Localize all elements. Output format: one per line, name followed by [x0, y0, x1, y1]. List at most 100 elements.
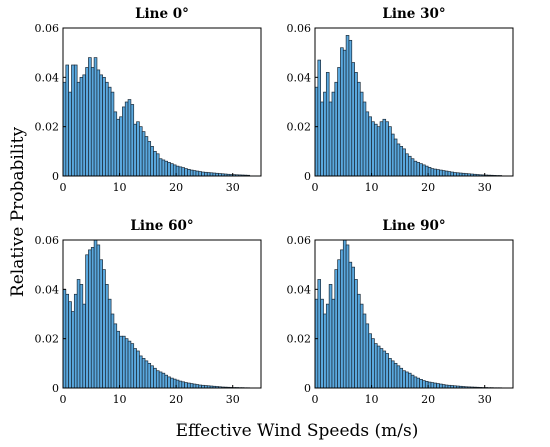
histogram-bar — [201, 171, 205, 177]
histogram-bar — [198, 171, 202, 177]
histogram-bar — [85, 67, 89, 177]
histogram-bar — [68, 301, 72, 389]
histogram-bar — [195, 170, 200, 177]
histogram-bar — [371, 338, 375, 389]
histogram-bar — [441, 170, 446, 177]
histogram-bar — [320, 298, 324, 389]
histogram-bar — [416, 162, 421, 177]
histogram-bar — [181, 381, 185, 389]
histogram-bar — [419, 379, 423, 389]
histogram-bar — [328, 101, 333, 177]
y-tick-label: 0 — [52, 382, 59, 395]
histogram-bar — [65, 293, 70, 389]
x-axis-label: Effective Wind Speeds (m/s) — [176, 421, 419, 441]
histogram-bar — [130, 104, 135, 177]
histogram-bar — [433, 168, 437, 177]
histogram-bar — [405, 371, 409, 389]
histogram-bar — [422, 380, 426, 389]
histogram-bar — [127, 99, 132, 177]
histogram-bar — [439, 169, 443, 177]
histogram-bar — [122, 335, 126, 389]
histogram-bar — [399, 367, 404, 389]
panel-title: Line 60° — [130, 218, 193, 234]
histogram-bar — [204, 171, 208, 177]
histogram-bar — [430, 382, 435, 389]
histogram-bar — [362, 313, 367, 389]
histogram-bar — [206, 172, 211, 177]
histogram-bar — [317, 279, 322, 389]
histogram-bar — [405, 153, 409, 177]
histogram-bar — [76, 279, 81, 389]
histogram-bar — [133, 123, 137, 177]
histogram-bar — [158, 158, 163, 177]
y-tick-label: 0.04 — [287, 283, 312, 296]
histogram-bar — [379, 121, 384, 177]
histogram-bar — [124, 101, 129, 177]
histogram-bar — [153, 150, 157, 177]
histogram-bar — [385, 121, 389, 177]
histogram-bar — [351, 266, 355, 389]
histogram-bar — [150, 365, 154, 389]
histogram-bar — [374, 343, 378, 389]
histogram-bar — [96, 244, 101, 389]
histogram-bar — [419, 163, 423, 177]
histogram-bar — [79, 284, 84, 389]
histogram-bar — [127, 340, 132, 389]
histogram-bar — [388, 358, 392, 389]
histogram-bar — [113, 111, 118, 177]
histogram-bar — [407, 155, 412, 177]
histogram-bar — [181, 167, 185, 177]
histogram-bar — [178, 380, 183, 389]
x-tick-label: 30 — [478, 393, 492, 406]
histogram-bar — [393, 138, 398, 177]
histogram-bar — [331, 91, 336, 177]
histogram-bar — [399, 146, 404, 177]
histogram-bar — [447, 171, 452, 177]
x-tick-label: 0 — [312, 393, 319, 406]
histogram-bar — [170, 377, 174, 389]
x-tick-label: 20 — [169, 181, 183, 194]
y-axis-label: Relative Probability — [8, 126, 28, 297]
histogram-bar — [396, 143, 401, 177]
histogram-bar — [82, 74, 86, 177]
histogram-bar — [184, 168, 188, 177]
histogram-bar — [342, 49, 347, 177]
histogram-bar — [433, 382, 437, 389]
histogram-bar — [122, 106, 126, 177]
y-tick-label: 0.04 — [287, 71, 312, 84]
histogram-bar — [334, 81, 338, 177]
histogram-bar — [354, 279, 358, 389]
histogram-bar — [359, 91, 364, 177]
histogram-bar — [382, 350, 387, 389]
histogram-bar — [410, 374, 415, 389]
histogram-bar — [99, 74, 103, 177]
histogram-bar — [385, 353, 389, 389]
histogram-bar — [368, 333, 372, 389]
histogram-bar — [79, 76, 84, 177]
histogram-bar — [340, 249, 344, 389]
histogram-bar — [93, 239, 98, 389]
histogram-bar — [402, 370, 406, 389]
histogram-bar — [430, 168, 435, 177]
histogram-bar — [365, 111, 370, 177]
histogram-bar — [71, 311, 75, 389]
histogram-bar — [65, 64, 70, 177]
histogram-bar — [102, 269, 106, 389]
histogram-bar — [323, 91, 327, 177]
histogram-bar — [422, 164, 426, 177]
histogram-bar — [93, 57, 98, 177]
histogram-bar — [161, 372, 166, 389]
histogram-bar — [439, 383, 443, 389]
histogram-bar — [85, 254, 89, 389]
histogram-bar — [441, 384, 446, 389]
histogram-bar — [337, 67, 341, 177]
x-tick-label: 20 — [421, 181, 435, 194]
axes-frame — [62, 239, 262, 389]
histogram-panel: 0 10 20 30 0 0.02 0.04 0.06 Line 90° — [287, 218, 514, 406]
x-tick-label: 10 — [113, 181, 127, 194]
histogram-bar — [73, 293, 78, 389]
histogram-bar — [413, 160, 418, 177]
x-tick-label: 10 — [365, 393, 379, 406]
histogram-bar — [155, 153, 160, 177]
histogram-bar — [331, 298, 336, 389]
